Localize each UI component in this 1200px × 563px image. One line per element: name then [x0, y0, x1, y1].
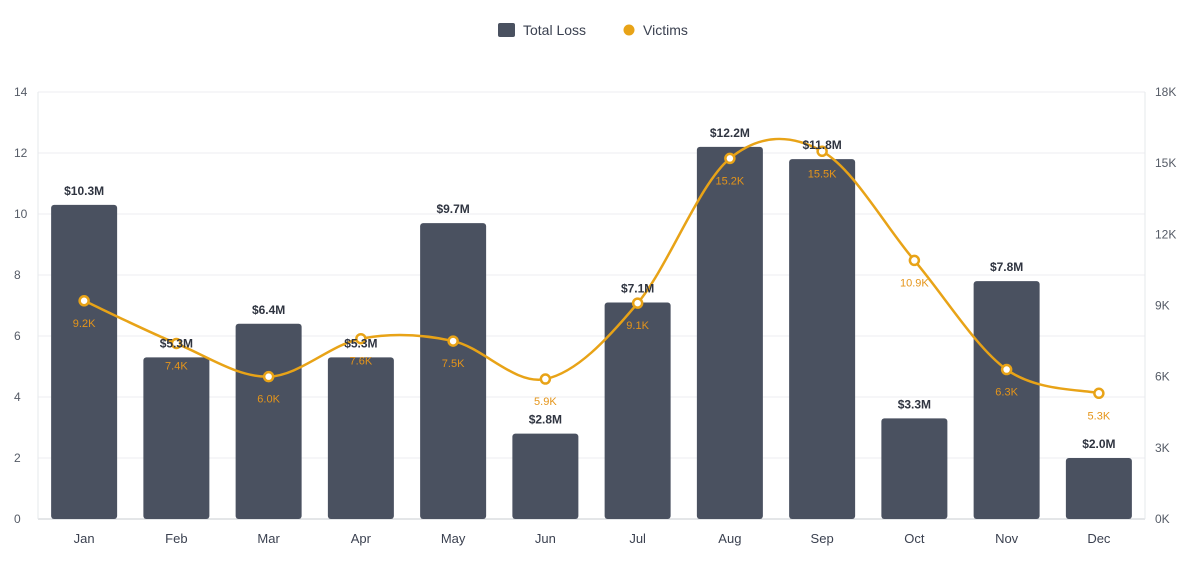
victims-point — [447, 335, 459, 347]
y-left-tick-label: 4 — [14, 390, 21, 404]
bar-total-loss — [881, 418, 948, 519]
y-right-tick-label: 15K — [1155, 156, 1176, 170]
y-left-tick-label: 14 — [14, 85, 28, 99]
point-value-label: 5.9K — [534, 396, 557, 408]
bar-total-loss — [235, 323, 302, 519]
y-right-tick-label: 18K — [1155, 85, 1176, 99]
point-value-label: 6.0K — [257, 394, 280, 406]
legend[interactable]: Total Loss Victims — [498, 22, 688, 38]
bar-total-loss — [789, 159, 856, 519]
legend-bar-swatch — [498, 23, 515, 37]
bar-value-label: $10.3M — [64, 184, 104, 198]
victims-point — [816, 145, 828, 158]
bar-total-loss — [1065, 458, 1132, 519]
x-tick-label: Mar — [257, 531, 280, 546]
axes: 0 2 4 6 8 10 12 14 0K 3K 6K 9K 12K 15K 18K Jan Feb Mar Apr… — [14, 85, 1176, 546]
y-right-tick-label: 0K — [1155, 512, 1170, 526]
bar-total-loss — [327, 357, 394, 519]
victims-point — [78, 295, 90, 307]
x-tick-label: Apr — [351, 531, 372, 546]
point-value-label: 7.5K — [442, 358, 465, 370]
victims-point — [1000, 363, 1013, 376]
legend-label-victims: Victims — [643, 22, 688, 38]
victims-point — [262, 370, 275, 383]
victims-point — [539, 373, 552, 385]
y-left-tick-label: 0 — [14, 512, 21, 526]
bar-total-loss — [512, 433, 579, 519]
bar-total-loss — [51, 204, 118, 519]
x-tick-label: Sep — [811, 531, 834, 546]
x-tick-label: Oct — [904, 531, 925, 546]
x-tick-label: Aug — [718, 531, 741, 546]
bar-value-label: $9.7M — [436, 202, 469, 216]
victims-point — [355, 332, 367, 345]
y-right-tick-label: 9K — [1155, 299, 1170, 313]
point-value-label: 10.9K — [900, 277, 929, 289]
point-value-label: 15.2K — [716, 175, 745, 187]
bars — [51, 146, 1132, 519]
bar-total-loss — [604, 302, 671, 519]
victims-point — [631, 297, 644, 309]
legend-line-swatch — [623, 24, 635, 36]
victims-point — [1093, 387, 1105, 400]
victims-point — [170, 337, 183, 350]
point-value-label: 5.3K — [1088, 410, 1111, 422]
x-tick-label: Jan — [74, 531, 95, 546]
bar-value-label: $2.0M — [1082, 437, 1115, 451]
y-right-tick-label: 3K — [1155, 441, 1170, 455]
bar-total-loss — [696, 146, 763, 519]
x-tick-label: Jun — [535, 531, 556, 546]
bar-total-loss — [420, 223, 487, 519]
bar-total-loss — [973, 281, 1040, 519]
bar-value-label: $7.1M — [621, 281, 654, 295]
legend-label-total-loss: Total Loss — [523, 22, 586, 38]
victims-point — [724, 152, 736, 165]
y-left-tick-label: 6 — [14, 329, 21, 343]
point-value-label: 15.5K — [808, 168, 837, 180]
victims-line — [78, 137, 1105, 400]
x-tick-label: May — [441, 531, 466, 546]
y-left-tick-label: 12 — [14, 146, 28, 160]
y-left-tick-label: 8 — [14, 268, 21, 282]
data-labels: $10.3M $5.3M $6.4M $5.3M $9.7M $2.8M $7.1M $12.… — [64, 126, 1115, 451]
point-value-label: 9.2K — [73, 318, 96, 330]
x-tick-label: Feb — [165, 531, 187, 546]
y-right-tick-label: 6K — [1155, 370, 1170, 384]
point-value-label: 9.1K — [626, 320, 649, 332]
y-left-tick-label: 10 — [14, 207, 28, 221]
y-right-tick-label: 12K — [1155, 227, 1176, 241]
point-value-label: 7.6K — [350, 356, 373, 368]
point-value-label: 7.4K — [165, 360, 188, 372]
x-tick-label: Dec — [1087, 531, 1111, 546]
grid — [37, 91, 1146, 520]
bar-value-label: $11.8M — [802, 138, 841, 152]
point-value-label: 6.3K — [995, 387, 1018, 399]
victims-point — [908, 254, 921, 267]
bar-value-label: $6.4M — [252, 303, 285, 317]
bar-value-label: $3.3M — [898, 397, 931, 411]
bar-value-label: $2.8M — [529, 413, 562, 427]
bar-value-label: $5.3M — [344, 336, 377, 350]
bar-total-loss — [143, 357, 210, 519]
x-tick-label: Nov — [995, 531, 1019, 546]
bar-value-label: $7.8M — [990, 260, 1023, 274]
y-left-tick-label: 2 — [14, 451, 21, 465]
bar-value-label: $12.2M — [710, 126, 750, 140]
x-tick-label: Jul — [629, 531, 646, 546]
bar-value-label: $5.3M — [160, 336, 193, 350]
